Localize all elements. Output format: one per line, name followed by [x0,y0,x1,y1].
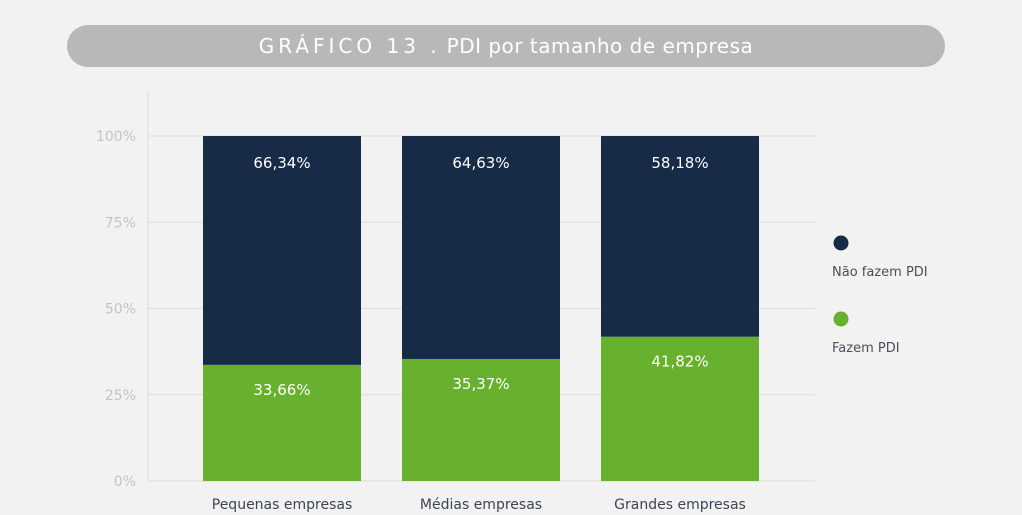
data-label-fazem: 33,66% [253,381,310,399]
chart-title: GRÁFICO 13 . PDI por tamanho de empresa [67,25,945,67]
data-label-nao-fazem: 58,18% [651,154,708,172]
bar-nao-fazem-pdi [402,136,560,359]
data-label-nao-fazem: 64,63% [452,154,509,172]
chart-title-prefix: GRÁFICO 13 . [258,34,441,58]
y-tick-label: 75% [105,215,136,231]
y-tick-label: 0% [114,474,136,490]
bar-fazem-pdi [402,358,560,481]
legend-dot [833,235,849,251]
bars: 66,34% 33,66% 64,63% 35,37% 58,18% 41,82% [203,136,759,481]
y-tick-label: 100% [96,129,136,145]
bar-nao-fazem-pdi [203,136,361,365]
legend-label: Não fazem PDI [832,265,928,280]
y-tick-label: 25% [105,388,136,404]
x-category-label: Médias empresas [420,497,542,513]
data-label-fazem: 35,37% [452,375,509,393]
x-axis: Pequenas empresas Médias empresas Grandes … [212,497,746,513]
x-category-label: Pequenas empresas [212,497,353,513]
legend: Não fazem PDI Fazem PDI [832,235,928,356]
y-tick-label: 50% [105,302,136,318]
x-category-label: Grandes empresas [614,497,746,513]
bar-fazem-pdi [601,336,759,481]
data-label-fazem: 41,82% [651,353,708,371]
legend-label: Fazem PDI [832,341,900,356]
legend-dot [833,311,849,327]
bar-fazem-pdi [203,364,361,481]
chart-title-text: PDI por tamanho de empresa [446,34,754,58]
y-axis: 0% 25% 50% 75% 100% [96,129,136,490]
data-label-nao-fazem: 66,34% [253,154,310,172]
bar-nao-fazem-pdi [601,136,759,337]
